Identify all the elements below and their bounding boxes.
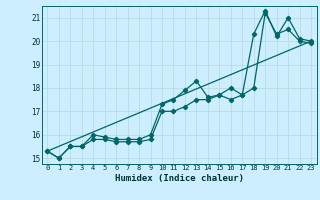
X-axis label: Humidex (Indice chaleur): Humidex (Indice chaleur) xyxy=(115,174,244,183)
